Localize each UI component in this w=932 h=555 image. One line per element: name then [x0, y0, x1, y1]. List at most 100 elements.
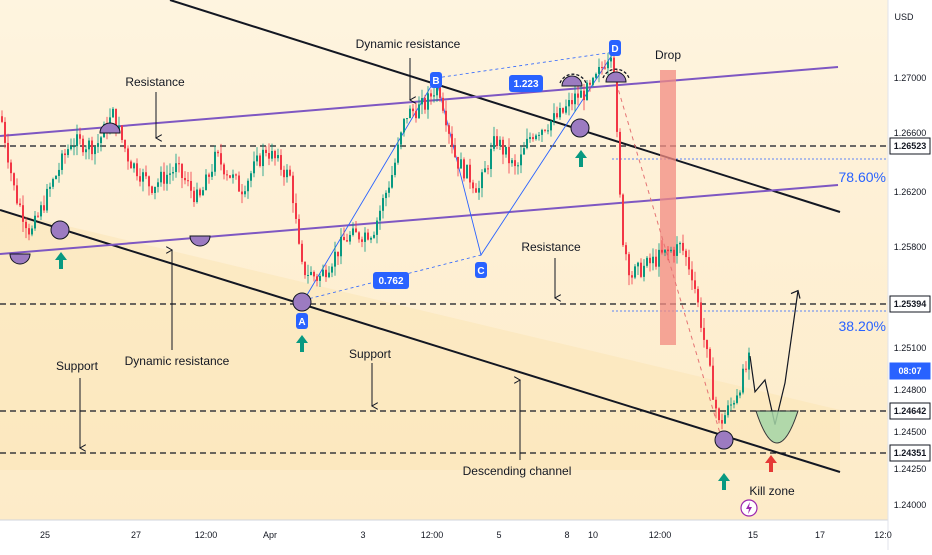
candle-body — [646, 257, 648, 266]
point-badge-c — [475, 262, 487, 278]
candle-body — [271, 150, 273, 159]
candle-body — [415, 111, 417, 119]
candle-body — [175, 163, 177, 173]
candle-body — [739, 392, 741, 396]
candle-body — [223, 164, 225, 175]
candle-body — [217, 151, 219, 154]
red-up-arrow — [765, 455, 777, 472]
candle-body — [157, 182, 159, 187]
channel-upper-line — [169, 0, 841, 213]
candle-body — [31, 228, 33, 235]
candle-body — [667, 249, 669, 252]
candle-body — [658, 249, 660, 267]
candle-body — [571, 100, 573, 105]
candle-body — [544, 129, 546, 131]
candle-body — [145, 172, 147, 177]
candle-body — [298, 218, 300, 244]
candle-body — [547, 130, 549, 132]
candle-body — [586, 82, 588, 101]
tradingview-badge[interactable] — [740, 499, 758, 517]
candle-body — [448, 125, 450, 134]
candle-body — [724, 415, 726, 424]
ratio-label-ac: 0.762 — [378, 276, 403, 287]
candle-body — [514, 160, 516, 167]
candle-body — [76, 134, 78, 147]
candle-body — [163, 171, 165, 184]
price-axis[interactable]: USD 1.27000 1.26600 1.26200 1.25800 1.25100 1… — [889, 12, 931, 510]
dynamic-resistance-lower — [0, 184, 839, 255]
candle-body — [427, 93, 429, 110]
candle-body — [622, 194, 624, 246]
candle-body — [598, 66, 600, 74]
candle-body — [700, 302, 702, 328]
resistance-arc — [99, 122, 121, 134]
candle-body — [442, 97, 444, 111]
candle-body — [214, 151, 216, 172]
candle-body — [364, 232, 366, 242]
candle-body — [676, 244, 678, 256]
candle-body — [589, 82, 591, 85]
candle-body — [97, 143, 99, 147]
candle-body — [541, 129, 543, 135]
candle-body — [154, 186, 156, 193]
point-label-c: C — [477, 266, 484, 277]
candle-body — [334, 251, 336, 267]
annotation-descending-channel: Descending channel — [463, 464, 572, 478]
annotation-dynamic-resistance-bottom: Dynamic resistance — [125, 354, 230, 368]
candle-body — [661, 249, 663, 253]
candle-body — [82, 138, 84, 153]
annotation-resistance-left: Resistance — [125, 75, 185, 89]
candle-body — [397, 144, 399, 163]
candle-body — [43, 205, 45, 211]
ratio-label-bd: 1.223 — [513, 79, 538, 90]
price-tick-label: 1.24800 — [894, 385, 927, 395]
candle-body — [55, 175, 57, 180]
candle-body — [679, 242, 681, 245]
candle-body — [370, 237, 372, 240]
candle-body — [697, 288, 699, 303]
candle-body — [202, 190, 204, 196]
candle-body — [70, 146, 72, 150]
candle-body — [709, 349, 711, 366]
candle-body — [115, 108, 117, 131]
candle-body — [385, 192, 387, 199]
candle-body — [457, 156, 459, 169]
candle-body — [550, 120, 552, 131]
time-tick-label: Apr — [263, 530, 277, 540]
candle-body — [361, 239, 363, 242]
candle-body — [196, 189, 198, 203]
time-axis[interactable]: 25 27 12:00 Apr 3 12:00 5 8 10 12:00 15 17 12:0 — [40, 530, 892, 540]
candle-body — [727, 405, 729, 416]
candle-body — [406, 118, 408, 120]
candle-body — [52, 179, 54, 187]
top-dash-arc — [559, 73, 587, 84]
time-tick-label: 5 — [496, 530, 501, 540]
candle-body — [283, 169, 285, 178]
candle-body — [211, 171, 213, 177]
candle-body — [352, 228, 354, 235]
price-tag — [889, 444, 931, 462]
candle-body — [601, 66, 603, 68]
candle-body — [205, 174, 207, 191]
candle-body — [529, 137, 531, 139]
candle-body — [286, 169, 288, 178]
top-arc — [561, 75, 583, 87]
time-tick-label: 12:00 — [195, 530, 218, 540]
candle-body — [409, 108, 411, 119]
candle-body — [685, 250, 687, 258]
candle-body — [307, 274, 309, 276]
candle-body — [241, 191, 243, 195]
candle-body — [538, 134, 540, 136]
candle-body — [484, 168, 486, 173]
candle-body — [274, 150, 276, 159]
point-badge-a — [296, 313, 308, 329]
touch-circle — [714, 430, 734, 450]
candle-body — [652, 256, 654, 264]
candle-body — [28, 228, 30, 235]
price-tick-label: 1.26600 — [894, 128, 927, 138]
candle-body — [643, 265, 645, 277]
candle-body — [736, 395, 738, 403]
candle-body — [34, 215, 36, 229]
